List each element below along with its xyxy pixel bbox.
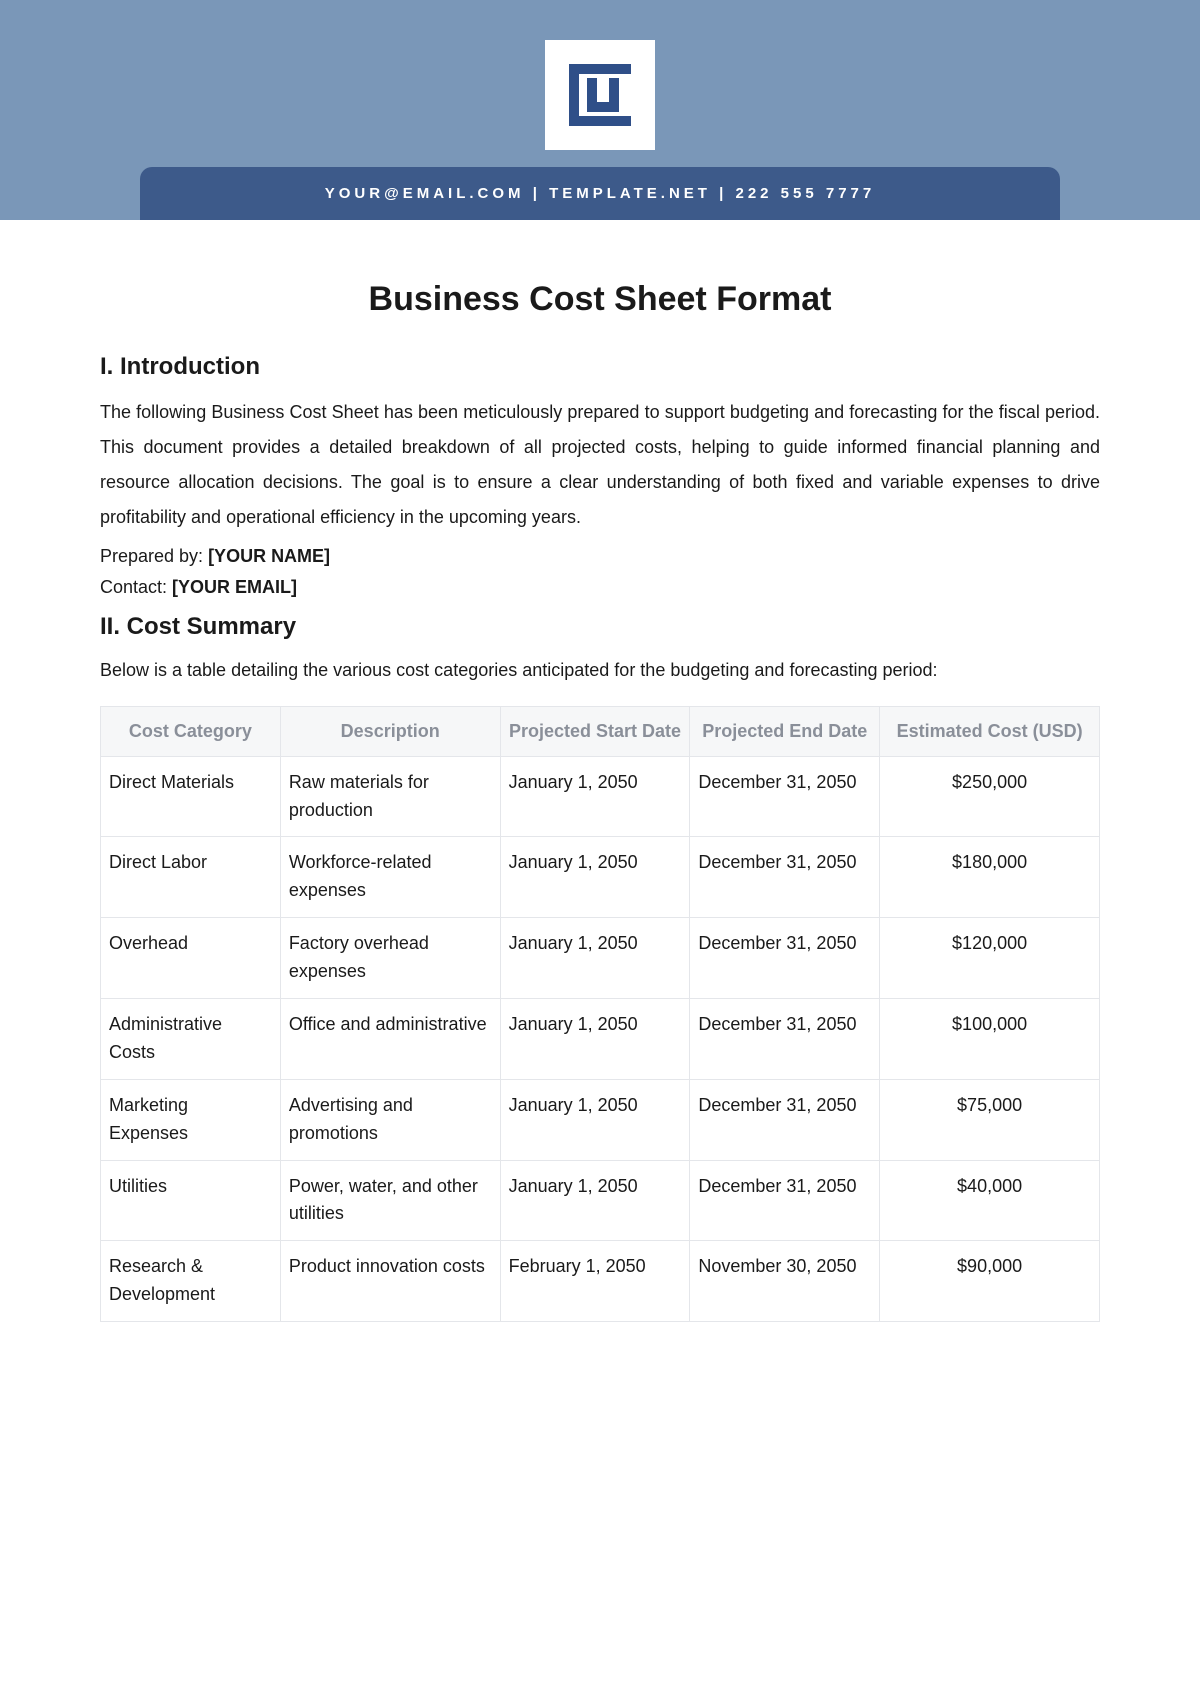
table-row: Overhead Factory overhead expenses Janua… — [101, 918, 1100, 999]
cost-summary-table: Cost Category Description Projected Star… — [100, 706, 1100, 1322]
cell-description: Office and administrative — [280, 999, 500, 1080]
col-header-cost: Estimated Cost (USD) — [880, 706, 1100, 756]
cell-description: Product innovation costs — [280, 1241, 500, 1322]
col-header-start: Projected Start Date — [500, 706, 690, 756]
page-title: Business Cost Sheet Format — [100, 280, 1100, 319]
cell-end: December 31, 2050 — [690, 1160, 880, 1241]
cell-start: January 1, 2050 — [500, 999, 690, 1080]
table-row: Utilities Power, water, and other utilit… — [101, 1160, 1100, 1241]
cell-category: Direct Materials — [101, 756, 281, 837]
cell-cost: $180,000 — [880, 837, 1100, 918]
cell-cost: $120,000 — [880, 918, 1100, 999]
cell-end: December 31, 2050 — [690, 1079, 880, 1160]
cell-description: Factory overhead expenses — [280, 918, 500, 999]
cell-category: Research & Development — [101, 1241, 281, 1322]
cell-end: November 30, 2050 — [690, 1241, 880, 1322]
cell-description: Advertising and promotions — [280, 1079, 500, 1160]
table-row: Research & Development Product innovatio… — [101, 1241, 1100, 1322]
col-header-description: Description — [280, 706, 500, 756]
table-row: Direct Materials Raw materials for produ… — [101, 756, 1100, 837]
cell-description: Raw materials for production — [280, 756, 500, 837]
cell-start: January 1, 2050 — [500, 837, 690, 918]
cell-start: January 1, 2050 — [500, 1079, 690, 1160]
logo-icon — [569, 64, 631, 126]
col-header-category: Cost Category — [101, 706, 281, 756]
cell-end: December 31, 2050 — [690, 837, 880, 918]
prepared-by-value: [YOUR NAME] — [208, 546, 330, 566]
cell-category: Direct Labor — [101, 837, 281, 918]
cell-cost: $75,000 — [880, 1079, 1100, 1160]
cell-category: Marketing Expenses — [101, 1079, 281, 1160]
cell-start: January 1, 2050 — [500, 756, 690, 837]
table-header-row: Cost Category Description Projected Star… — [101, 706, 1100, 756]
cell-cost: $100,000 — [880, 999, 1100, 1080]
summary-paragraph: Below is a table detailing the various c… — [100, 653, 1100, 688]
cell-start: February 1, 2050 — [500, 1241, 690, 1322]
contact-line: Contact: [YOUR EMAIL] — [100, 572, 1100, 603]
cell-description: Power, water, and other utilities — [280, 1160, 500, 1241]
intro-paragraph: The following Business Cost Sheet has be… — [100, 395, 1100, 535]
cell-cost: $90,000 — [880, 1241, 1100, 1322]
table-row: Direct Labor Workforce-related expenses … — [101, 837, 1100, 918]
cell-end: December 31, 2050 — [690, 756, 880, 837]
cell-description: Workforce-related expenses — [280, 837, 500, 918]
cell-category: Administrative Costs — [101, 999, 281, 1080]
cell-category: Overhead — [101, 918, 281, 999]
table-row: Administrative Costs Office and administ… — [101, 999, 1100, 1080]
cell-start: January 1, 2050 — [500, 918, 690, 999]
cell-cost: $250,000 — [880, 756, 1100, 837]
prepared-by-line: Prepared by: [YOUR NAME] — [100, 541, 1100, 572]
logo-box — [545, 40, 655, 150]
document-body: Business Cost Sheet Format I. Introducti… — [0, 220, 1200, 1322]
contact-label: Contact: — [100, 577, 172, 597]
col-header-end: Projected End Date — [690, 706, 880, 756]
cell-category: Utilities — [101, 1160, 281, 1241]
contact-value: [YOUR EMAIL] — [172, 577, 297, 597]
section-1-heading: I. Introduction — [100, 353, 1100, 381]
section-2-heading: II. Cost Summary — [100, 613, 1100, 641]
contact-bar: YOUR@EMAIL.COM | TEMPLATE.NET | 222 555 … — [140, 167, 1060, 220]
table-body: Direct Materials Raw materials for produ… — [101, 756, 1100, 1321]
cell-start: January 1, 2050 — [500, 1160, 690, 1241]
cell-end: December 31, 2050 — [690, 999, 880, 1080]
contact-text: YOUR@EMAIL.COM | TEMPLATE.NET | 222 555 … — [325, 185, 876, 202]
prepared-by-label: Prepared by: — [100, 546, 208, 566]
table-row: Marketing Expenses Advertising and promo… — [101, 1079, 1100, 1160]
header-banner: YOUR@EMAIL.COM | TEMPLATE.NET | 222 555 … — [0, 0, 1200, 220]
cell-end: December 31, 2050 — [690, 918, 880, 999]
cell-cost: $40,000 — [880, 1160, 1100, 1241]
